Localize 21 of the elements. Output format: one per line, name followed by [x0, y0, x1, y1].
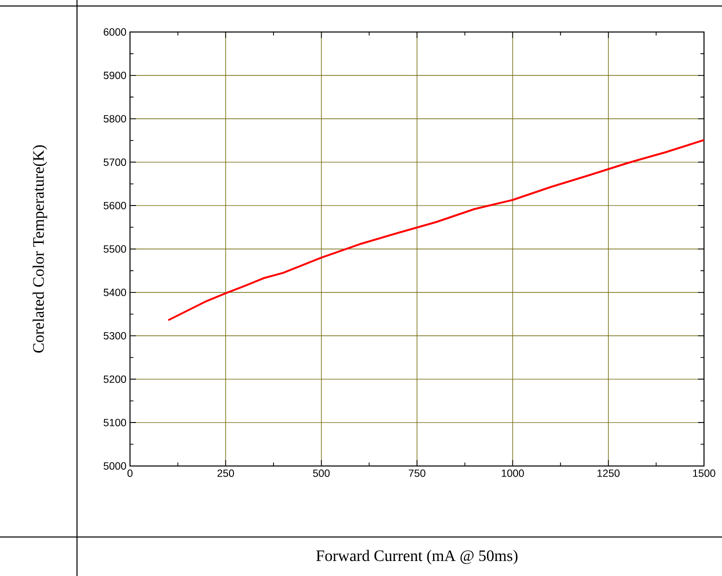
x-tick-label: 250 [217, 470, 234, 477]
x-tick-label: 0 [128, 470, 133, 477]
y-tick-label: 5500 [104, 245, 126, 253]
y-tick-label: 5800 [104, 115, 126, 122]
x-tick-label: 1250 [598, 470, 620, 477]
line-series [167, 139, 704, 322]
x-tick-label: 500 [313, 470, 330, 477]
y-tick-label: 5900 [104, 72, 126, 80]
x-tick-label: 750 [408, 470, 426, 477]
x-tick-label: 1500 [693, 470, 716, 477]
y-tick-label: 5600 [104, 202, 126, 210]
y-tick-label: 5200 [104, 375, 126, 383]
y-tick-label: 5400 [104, 288, 126, 296]
y-tick-label: 5100 [104, 418, 126, 426]
x-tick-label: 1000 [502, 470, 524, 477]
y-tick-label: 5300 [104, 332, 126, 340]
y-axis-title: Corelated Color Temperature(K) [32, 145, 48, 353]
y-tick-label: 5000 [104, 462, 126, 470]
y-tick-label: 5700 [104, 158, 126, 166]
y-tick-label: 6000 [104, 28, 126, 36]
x-axis-title: Forward Current (mA @ 50ms) [316, 550, 518, 564]
